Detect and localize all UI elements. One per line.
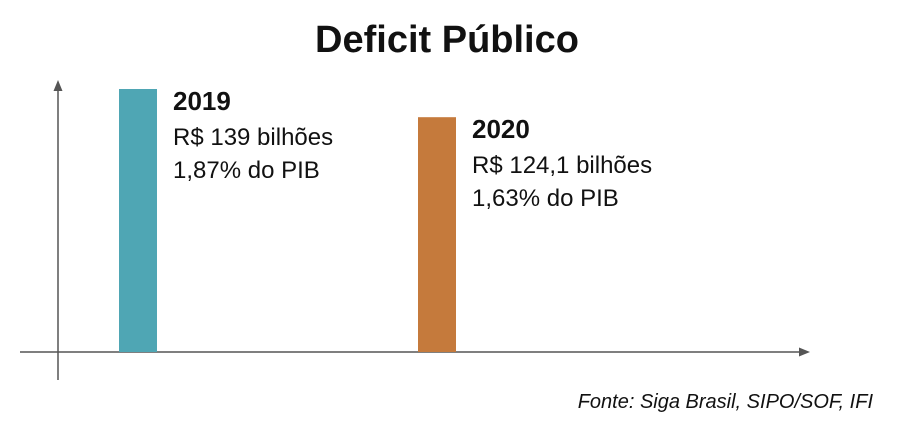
bar-pib-label-2020: 1,63% do PIB [472,185,619,212]
source-note: Fonte: Siga Brasil, SIPO/SOF, IFI [578,391,874,413]
bar-year-label-2019: 2019 [173,86,231,116]
bar-pib-label-2019: 1,87% do PIB [173,157,320,184]
bar-2019 [119,89,157,352]
bars-layer: 2019 R$ 139 bilhões 1,87% do PIB 2020 R$ 124… [119,86,652,353]
y-axis-arrow [53,80,63,91]
bar-year-label-2020: 2020 [472,114,530,144]
bar-value-label-2019: R$ 139 bilhões [173,124,333,151]
bar-value-label-2020: R$ 124,1 bilhões [472,152,652,179]
chart-title: Deficit Público [315,19,579,61]
bar-2020 [418,117,456,353]
x-axis-arrow [799,347,810,357]
